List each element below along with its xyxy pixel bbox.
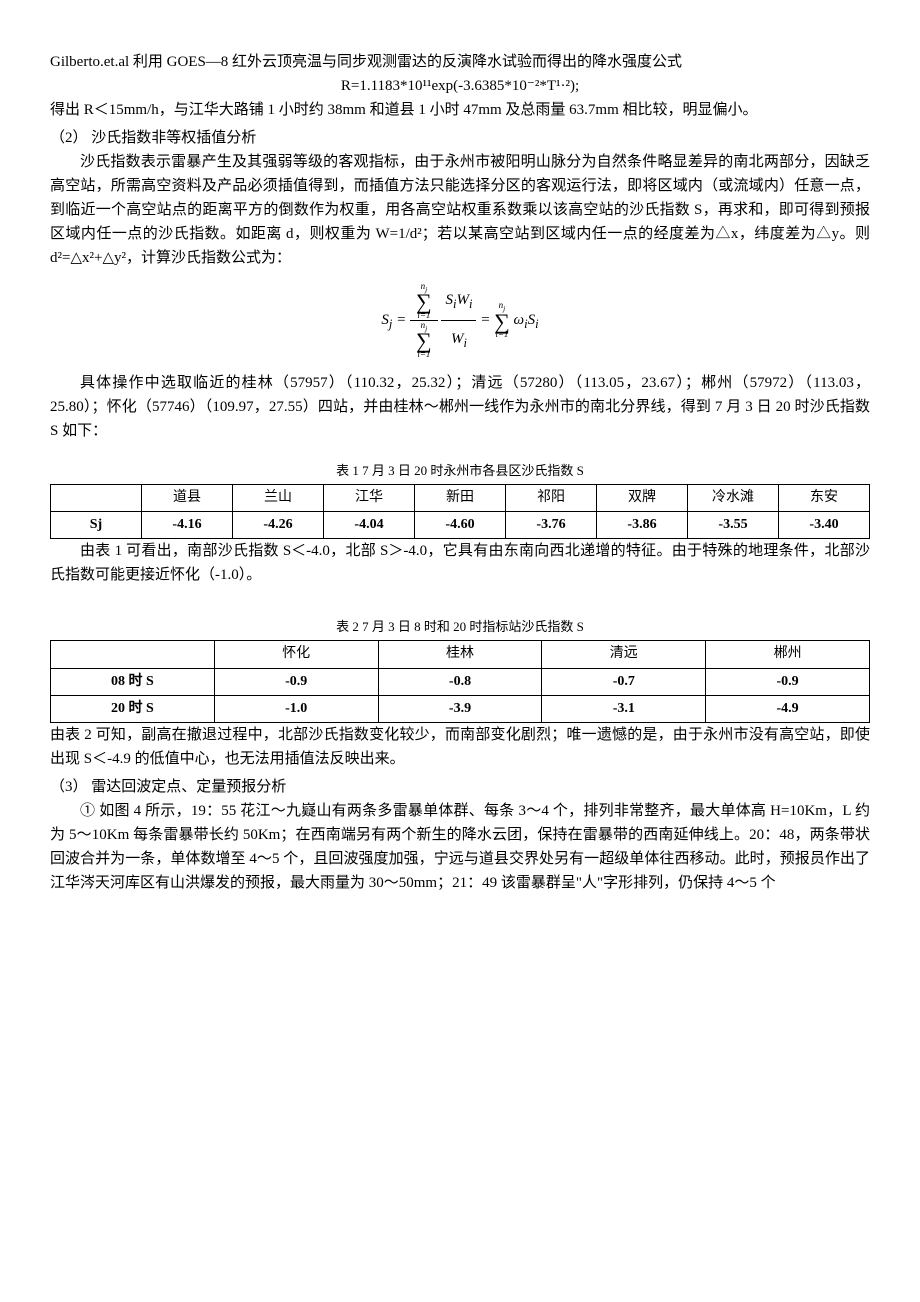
table2-r1-v1: -3.9 xyxy=(378,695,542,722)
table2-h1: 怀化 xyxy=(214,641,378,668)
table-2: 怀化 桂林 清远 郴州 08 时 S -0.9 -0.8 -0.7 -0.9 2… xyxy=(50,640,870,723)
table1-v5: -3.86 xyxy=(597,511,688,538)
table2-header-row: 怀化 桂林 清远 郴州 xyxy=(51,641,870,668)
table1-h4: 新田 xyxy=(415,484,506,511)
paragraph-sha-index: 沙氏指数表示雷暴产生及其强弱等级的客观指标，由于永州市被阳明山脉分为自然条件略显… xyxy=(50,150,870,270)
formula-rain: R=1.1183*10¹¹exp(-3.6385*10⁻²*T¹·²); xyxy=(50,74,870,98)
table2-r1-v0: -1.0 xyxy=(214,695,378,722)
formula-sj: Sj = nj ∑ i=1 nj ∑ i=1 SiWi Wi = nj ∑ i=… xyxy=(50,282,870,359)
table2-r1-v3: -4.9 xyxy=(706,695,870,722)
table1-v4: -3.76 xyxy=(506,511,597,538)
table2-r1-v2: -3.1 xyxy=(542,695,706,722)
table1-v2: -4.04 xyxy=(324,511,415,538)
table1-data-row: Sj -4.16 -4.26 -4.04 -4.60 -3.76 -3.86 -… xyxy=(51,511,870,538)
table1-rowlabel: Sj xyxy=(51,511,142,538)
table1-v3: -4.60 xyxy=(415,511,506,538)
table1-h3: 江华 xyxy=(324,484,415,511)
table1-header-row: 道县 兰山 江华 新田 祁阳 双牌 冷水滩 东安 xyxy=(51,484,870,511)
section-2-header: （2） 沙氏指数非等权插值分析 xyxy=(50,126,870,150)
table-1: 道县 兰山 江华 新田 祁阳 双牌 冷水滩 东安 Sj -4.16 -4.26 … xyxy=(50,484,870,540)
paragraph-result: 得出 R＜15mm/h，与江华大路铺 1 小时约 38mm 和道县 1 小时 4… xyxy=(50,98,870,122)
table1-v1: -4.26 xyxy=(233,511,324,538)
paragraph-stations: 具体操作中选取临近的桂林（57957）（110.32，25.32）；清远（572… xyxy=(50,371,870,443)
table2-h2: 桂林 xyxy=(378,641,542,668)
table2-r1-label: 20 时 S xyxy=(51,695,215,722)
table2-h0 xyxy=(51,641,215,668)
paragraph-table2-analysis: 由表 2 可知，副高在撤退过程中，北部沙氏指数变化较少，而南部变化剧烈；唯一遗憾… xyxy=(50,723,870,771)
table1-h6: 双牌 xyxy=(597,484,688,511)
table1-h8: 东安 xyxy=(779,484,870,511)
section-3-header: （3） 雷达回波定点、定量预报分析 xyxy=(50,775,870,799)
table1-caption: 表 1 7 月 3 日 20 时永州市各县区沙氏指数 S xyxy=(50,461,870,482)
table2-r0-label: 08 时 S xyxy=(51,668,215,695)
table2-h3: 清远 xyxy=(542,641,706,668)
table1-v6: -3.55 xyxy=(688,511,779,538)
table1-h2: 兰山 xyxy=(233,484,324,511)
table1-v7: -3.40 xyxy=(779,511,870,538)
table1-v0: -4.16 xyxy=(142,511,233,538)
paragraph-intro: Gilberto.et.al 利用 GOES—8 红外云顶亮温与同步观测雷达的反… xyxy=(50,50,870,74)
table1-h1: 道县 xyxy=(142,484,233,511)
table1-h0 xyxy=(51,484,142,511)
table2-row-08: 08 时 S -0.9 -0.8 -0.7 -0.9 xyxy=(51,668,870,695)
table2-h4: 郴州 xyxy=(706,641,870,668)
paragraph-radar: ① 如图 4 所示，19：55 花江～九嶷山有两条多雷暴单体群、每条 3～4 个… xyxy=(50,799,870,895)
table2-r0-v2: -0.7 xyxy=(542,668,706,695)
table2-caption: 表 2 7 月 3 日 8 时和 20 时指标站沙氏指数 S xyxy=(50,617,870,638)
paragraph-table1-analysis: 由表 1 可看出，南部沙氏指数 S＜-4.0，北部 S＞-4.0，它具有由东南向… xyxy=(50,539,870,587)
table1-h7: 冷水滩 xyxy=(688,484,779,511)
table1-h5: 祁阳 xyxy=(506,484,597,511)
table2-r0-v0: -0.9 xyxy=(214,668,378,695)
table2-row-20: 20 时 S -1.0 -3.9 -3.1 -4.9 xyxy=(51,695,870,722)
table2-r0-v3: -0.9 xyxy=(706,668,870,695)
table2-r0-v1: -0.8 xyxy=(378,668,542,695)
